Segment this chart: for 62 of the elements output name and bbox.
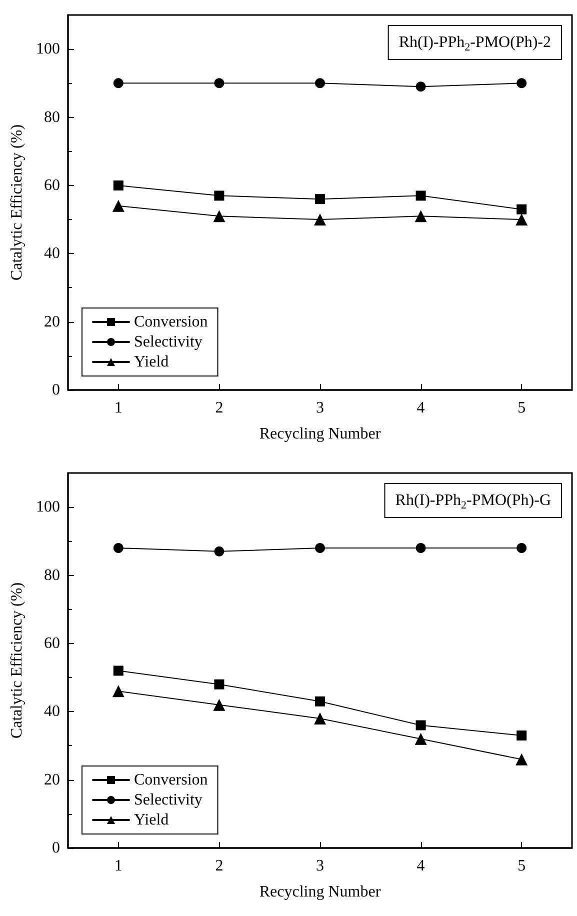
x-tick-label: 4	[416, 400, 425, 416]
point	[214, 546, 224, 556]
y-tick-label: 0	[52, 382, 60, 398]
point	[416, 82, 426, 92]
point	[414, 210, 427, 222]
legend-label: Conversion	[134, 314, 208, 330]
x-tick-label: 1	[114, 400, 122, 416]
point	[414, 732, 427, 745]
y-tick-label: 20	[44, 771, 60, 788]
legend-label: Conversion	[134, 772, 208, 788]
legend-label: Selectivity	[134, 334, 202, 350]
point	[213, 210, 226, 222]
point	[214, 78, 224, 88]
point	[516, 730, 527, 740]
point	[416, 543, 426, 553]
legend-label: Selectivity	[134, 792, 202, 808]
x-tick-label: 1	[114, 858, 122, 874]
point	[315, 78, 325, 88]
x-axis-title: Recycling Number	[259, 426, 382, 442]
y-tick-label: 40	[44, 703, 60, 720]
y-tick-label: 80	[44, 108, 60, 126]
point	[113, 78, 124, 88]
point	[516, 753, 528, 766]
point	[516, 204, 527, 214]
point	[315, 194, 325, 204]
y-tick-label: 80	[44, 566, 60, 584]
y-axis-title: Catalytic Efficiency (%)	[8, 124, 26, 281]
point	[113, 180, 124, 190]
legend-label: Yield	[134, 812, 169, 828]
x-tick-label: 3	[316, 858, 324, 874]
point	[314, 712, 326, 724]
point	[113, 543, 124, 553]
x-tick-label: 5	[518, 400, 526, 416]
point	[112, 200, 124, 212]
point	[416, 190, 426, 201]
y-tick-label: 40	[44, 245, 60, 262]
x-axis-title: Recycling Number	[259, 884, 382, 900]
legend-label: Yield	[134, 354, 169, 370]
x-tick-label: 5	[518, 858, 526, 874]
x-tick-label: 3	[316, 400, 324, 416]
y-tick-label: 20	[44, 313, 60, 330]
point	[516, 214, 528, 226]
point	[112, 685, 124, 698]
point	[214, 679, 224, 690]
point	[214, 190, 224, 201]
point	[315, 543, 325, 553]
point	[113, 666, 124, 676]
point	[416, 720, 426, 730]
y-tick-label: 100	[36, 40, 60, 58]
y-axis-title: Catalytic Efficiency (%)	[8, 582, 26, 739]
point	[213, 698, 226, 711]
x-tick-label: 2	[215, 858, 224, 874]
x-tick-label: 2	[215, 400, 224, 416]
point	[314, 214, 326, 226]
y-tick-label: 0	[52, 840, 60, 856]
x-tick-label: 4	[416, 858, 425, 874]
point	[516, 78, 527, 88]
point	[315, 696, 325, 706]
y-tick-label: 60	[44, 634, 60, 652]
y-tick-label: 60	[44, 176, 60, 194]
point	[516, 543, 527, 553]
y-tick-label: 100	[36, 498, 60, 516]
